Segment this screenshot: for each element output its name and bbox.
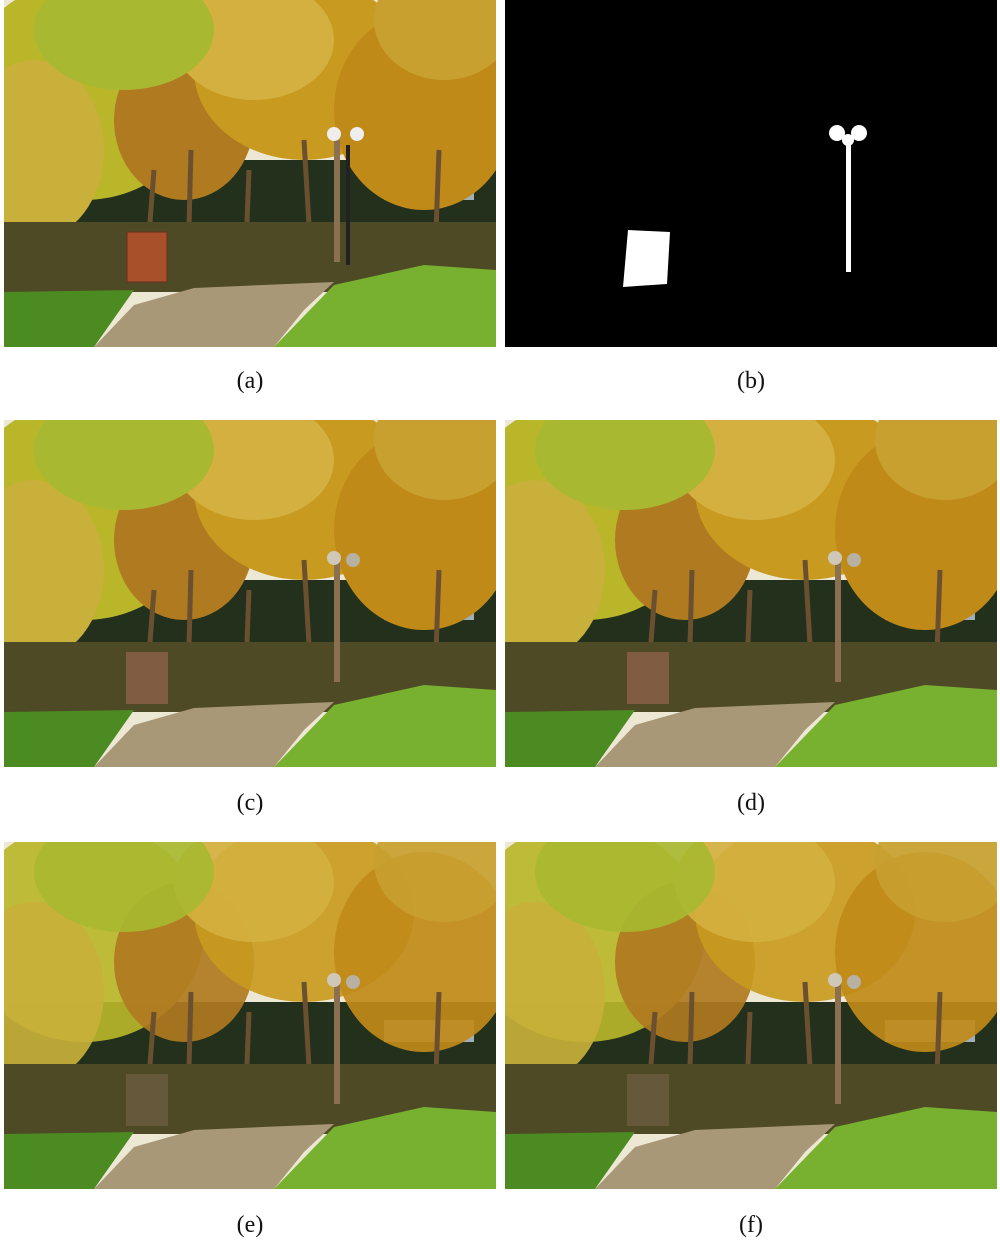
scene-shape: [327, 973, 341, 987]
scene-shape: [350, 127, 364, 141]
photo-result: [505, 420, 997, 767]
object-mask: [505, 0, 997, 347]
scene-shape: [690, 992, 692, 1067]
photo-original: [4, 0, 496, 347]
figure: (a) (b) (c) (d) (e) (f): [0, 0, 1000, 1249]
photo-result: [4, 842, 496, 1189]
scene-shape: [627, 652, 669, 704]
scene-shape: [835, 982, 841, 1104]
scene-shape: [623, 230, 670, 287]
scene-shape: [327, 551, 341, 565]
scene-shape: [828, 551, 842, 565]
scene-shape: [627, 1074, 669, 1126]
caption: (c): [4, 790, 496, 817]
scene-shape: [189, 150, 191, 225]
scene-shape: [334, 982, 340, 1104]
scene-shape: [126, 1074, 168, 1126]
scene-shape: [690, 570, 692, 645]
scene-shape: [842, 134, 854, 146]
caption: (b): [505, 368, 997, 395]
caption: (a): [4, 368, 496, 395]
scene-shape: [436, 150, 439, 232]
scene-shape: [847, 975, 861, 989]
caption: (e): [4, 1212, 496, 1239]
scene-shape: [748, 590, 750, 642]
scene-shape: [846, 140, 851, 272]
scene-shape: [126, 652, 168, 704]
scene-shape: [748, 1012, 750, 1064]
scene-shape: [937, 570, 940, 652]
scene-shape: [334, 140, 340, 262]
scene-shape: [436, 992, 439, 1074]
scene-shape: [937, 992, 940, 1074]
scene-shape: [847, 553, 861, 567]
scene-shape: [247, 1012, 249, 1064]
scene-shape: [247, 590, 249, 642]
scene-shape: [189, 992, 191, 1067]
scene-shape: [247, 170, 249, 222]
scene-shape: [828, 973, 842, 987]
scene-shape: [835, 560, 841, 682]
scene-shape: [327, 127, 341, 141]
scene-shape: [346, 145, 350, 265]
photo-result: [4, 420, 496, 767]
scene-shape: [334, 560, 340, 682]
caption: (d): [505, 790, 997, 817]
scene-shape: [346, 553, 360, 567]
caption: (f): [505, 1212, 997, 1239]
scene-shape: [127, 232, 167, 282]
scene-shape: [436, 570, 439, 652]
scene-shape: [189, 570, 191, 645]
scene-shape: [346, 975, 360, 989]
photo-result: [505, 842, 997, 1189]
scene-shape: [505, 0, 997, 347]
